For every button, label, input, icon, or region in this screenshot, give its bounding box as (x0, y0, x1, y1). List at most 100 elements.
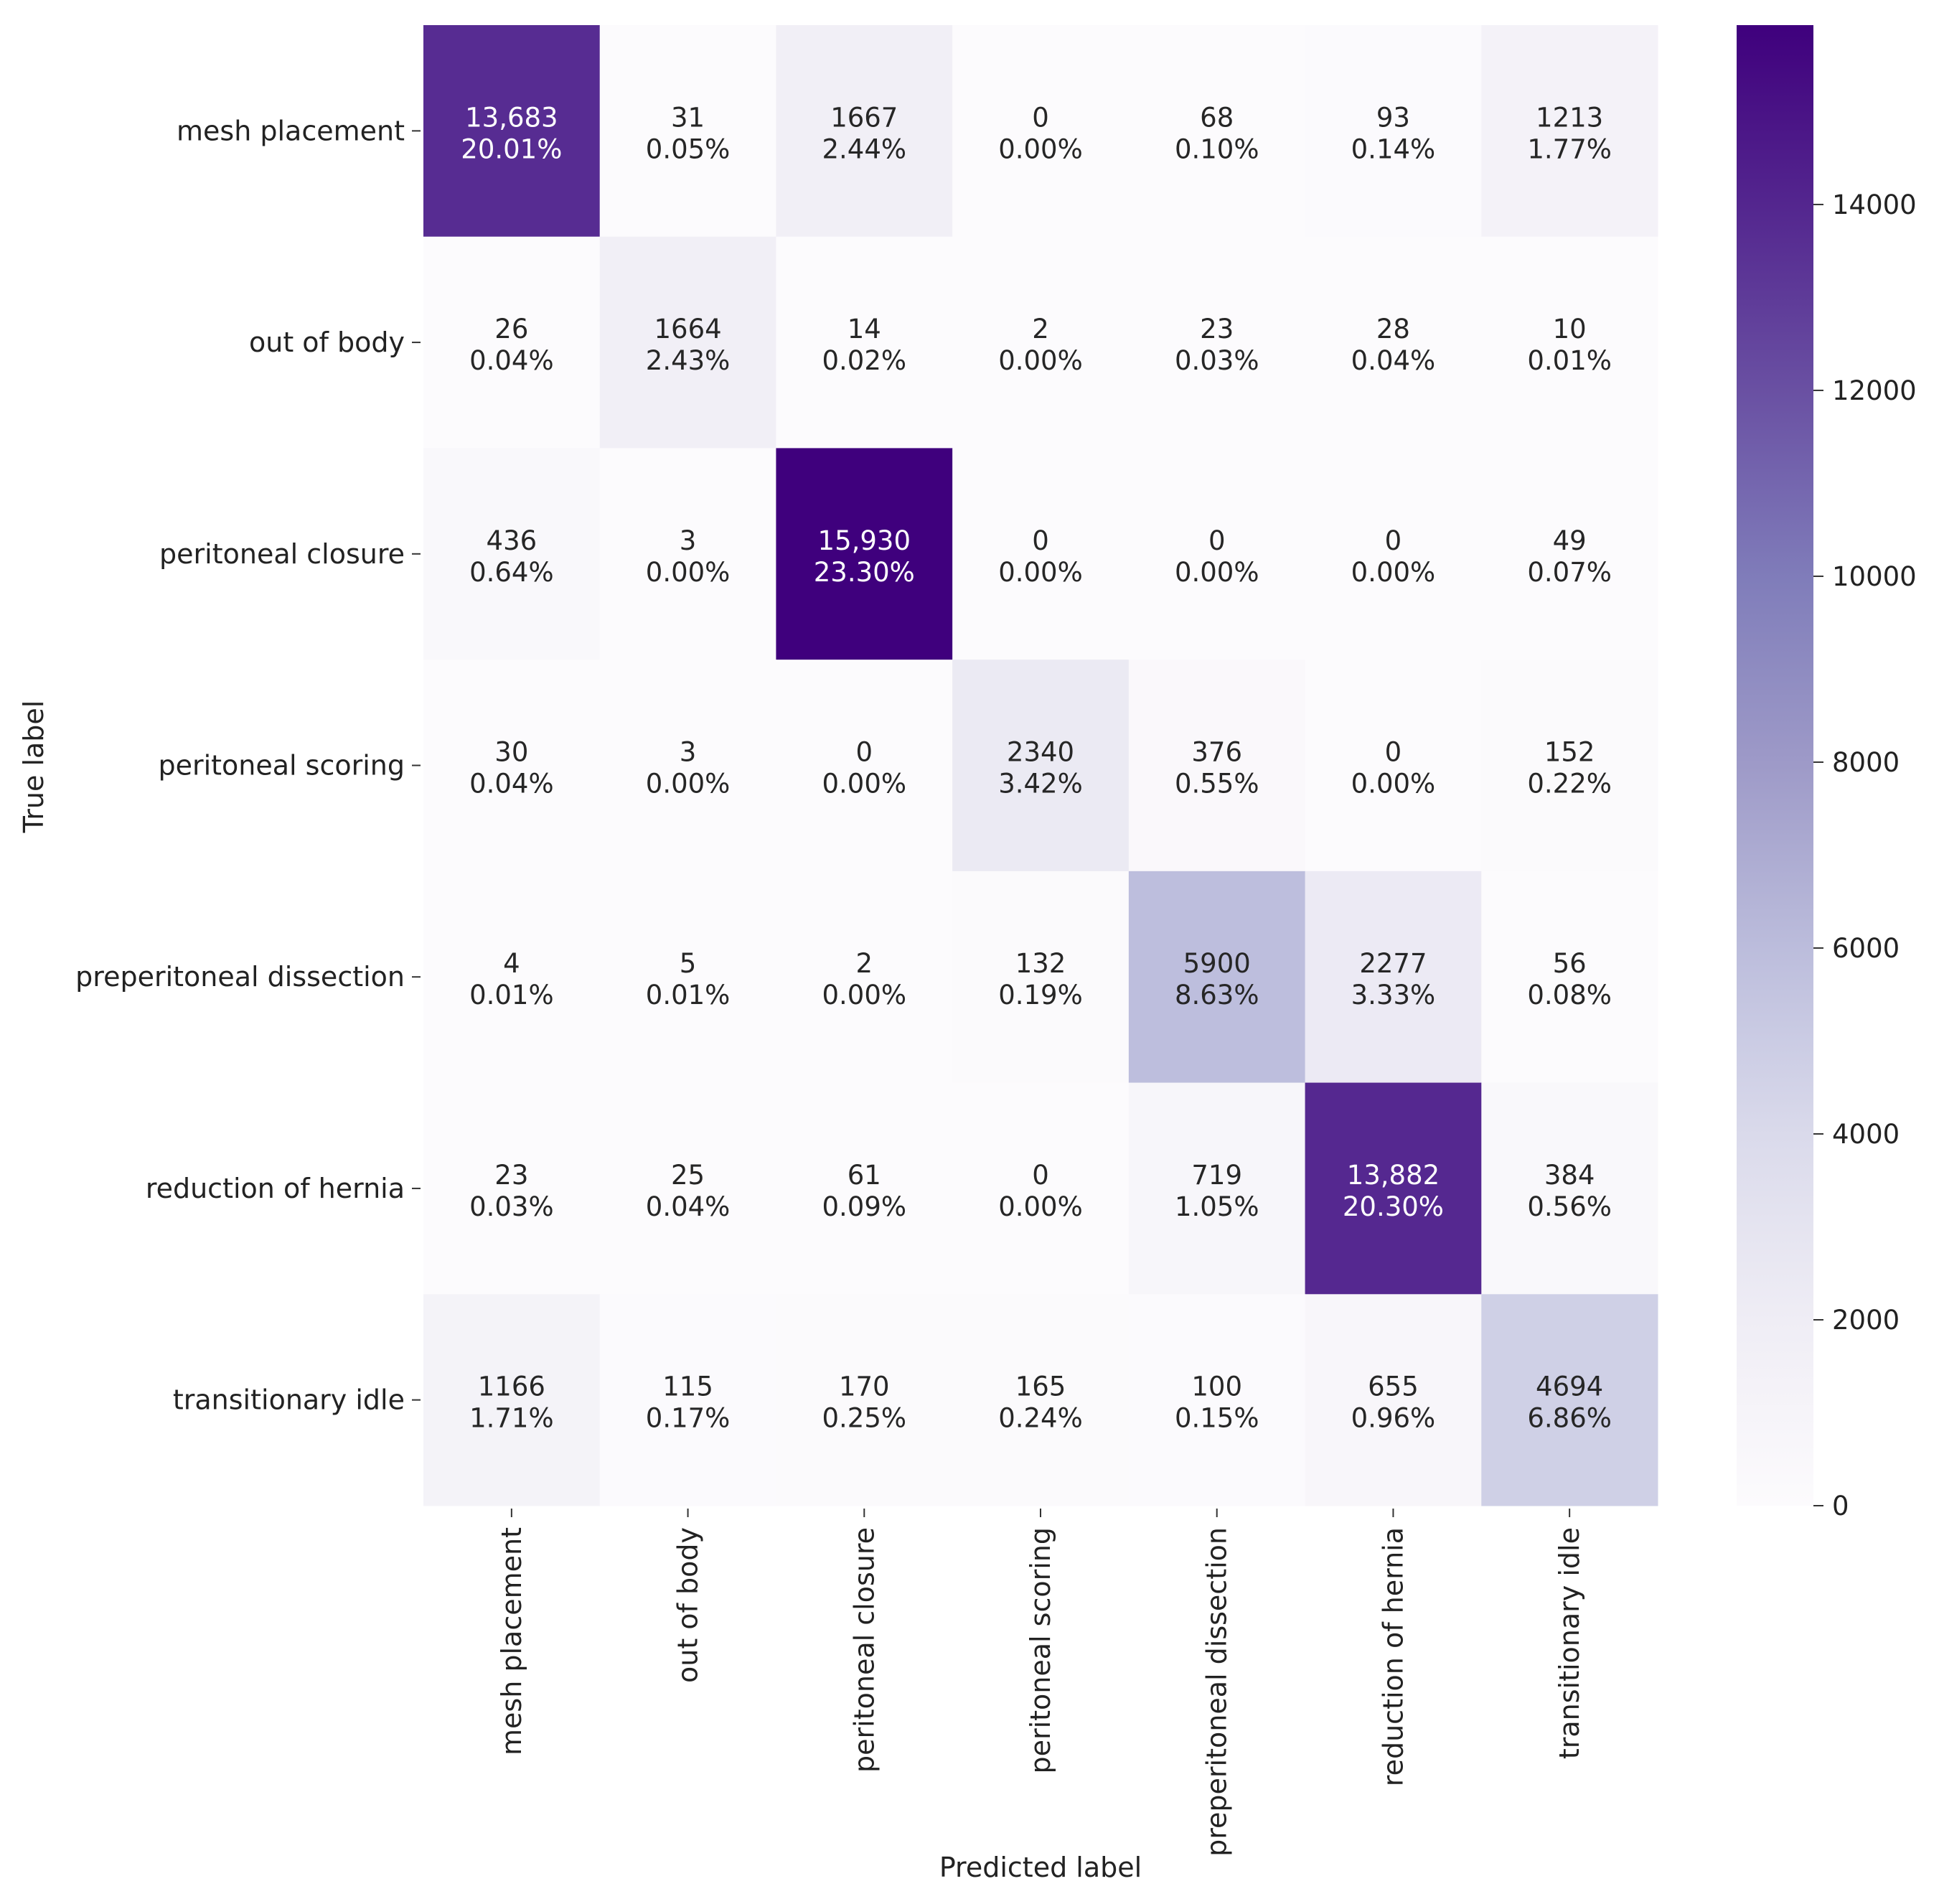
heatmap-cell (1128, 25, 1306, 238)
cell-count-label: 3 (680, 737, 697, 768)
x-tick-label: transitionary idle (1554, 1527, 1585, 1759)
cell-count-label: 165 (1015, 1371, 1066, 1402)
cell-percent-label: 0.08% (1527, 980, 1612, 1010)
cell-count-label: 4 (503, 948, 520, 979)
cell-percent-label: 0.15% (1175, 1403, 1259, 1434)
heatmap-cell (776, 1082, 953, 1295)
cell-count-label: 3 (680, 525, 697, 556)
y-tick-label: mesh placement (177, 115, 405, 146)
colorbar: 0 2000 4000 6000 8000 10000 12000 14000 (1737, 25, 1917, 1521)
heatmap-cell (1305, 236, 1482, 449)
heatmap-cell (1305, 660, 1482, 872)
x-tick-label: mesh placement (496, 1527, 527, 1755)
cell-percent-label: 1.71% (469, 1403, 554, 1434)
cell-percent-label: 0.00% (1175, 557, 1259, 588)
cell-count-label: 13,882 (1347, 1160, 1440, 1191)
heatmap-cell (1305, 1294, 1482, 1506)
cell-percent-label: 0.01% (469, 980, 554, 1010)
x-axis-title: Predicted label (939, 1852, 1142, 1883)
heatmap-cell (776, 448, 953, 660)
cell-count-label: 23 (1200, 314, 1234, 344)
cell-count-label: 25 (671, 1160, 705, 1191)
cell-count-label: 0 (1385, 737, 1402, 768)
x-tick-label: peritoneal closure (848, 1527, 880, 1773)
cell-count-label: 115 (662, 1371, 713, 1402)
cell-percent-label: 23.30% (814, 557, 915, 588)
heatmap-cell (1305, 1082, 1482, 1295)
cell-count-label: 26 (494, 314, 528, 344)
cell-count-label: 23 (494, 1160, 528, 1191)
cell-count-label: 93 (1376, 102, 1410, 133)
cell-count-label: 100 (1191, 1371, 1242, 1402)
colorbar-tick-label: 10000 (1832, 561, 1917, 592)
heatmap-cell (952, 25, 1130, 238)
heatmap-cell (423, 25, 601, 238)
heatmap-cell (1481, 1082, 1658, 1295)
cell-percent-label: 0.09% (822, 1191, 907, 1222)
cell-percent-label: 0.24% (998, 1403, 1083, 1434)
cell-count-label: 49 (1553, 525, 1587, 556)
cell-count-label: 68 (1200, 102, 1234, 133)
cell-percent-label: 0.55% (1175, 769, 1259, 799)
y-axis-title: True label (18, 700, 50, 834)
heatmap-cell (1481, 25, 1658, 238)
cell-percent-label: 0.04% (469, 345, 554, 376)
heatmap-cell (599, 236, 776, 449)
cell-count-label: 2 (1032, 314, 1049, 344)
cell-count-label: 5900 (1183, 948, 1251, 979)
heatmap-cell (423, 1294, 601, 1506)
heatmap-cell (776, 236, 953, 449)
cell-count-label: 132 (1015, 948, 1066, 979)
cell-percent-label: 0.10% (1175, 133, 1259, 164)
heatmap-cell (423, 448, 601, 660)
cell-count-label: 0 (1032, 102, 1049, 133)
heatmap-cell (1481, 448, 1658, 660)
cell-percent-label: 3.42% (998, 769, 1083, 799)
cell-percent-label: 0.25% (822, 1403, 907, 1434)
heatmap-cell (1481, 660, 1658, 872)
x-tick-label: reduction of hernia (1377, 1527, 1409, 1786)
x-tick-label: peritoneal scoring (1025, 1527, 1056, 1774)
cell-percent-label: 6.86% (1527, 1403, 1612, 1434)
cell-count-label: 13,683 (465, 102, 558, 133)
cell-percent-label: 8.63% (1175, 980, 1259, 1010)
cell-percent-label: 0.00% (1351, 769, 1436, 799)
cell-percent-label: 0.00% (822, 980, 907, 1010)
heatmap-cell (776, 1294, 953, 1506)
cell-count-label: 15,930 (818, 525, 911, 556)
cell-count-label: 10 (1553, 314, 1587, 344)
heatmap-cell (776, 25, 953, 238)
cell-count-label: 14 (848, 314, 881, 344)
heatmap-cell (423, 1082, 601, 1295)
heatmap-cell (599, 448, 776, 660)
heatmap-cell (1305, 25, 1482, 238)
cell-count-label: 2340 (1007, 737, 1074, 768)
cell-percent-label: 2.44% (822, 133, 907, 164)
heatmap-cell (1305, 448, 1482, 660)
y-tick-label: peritoneal scoring (158, 750, 405, 782)
cell-count-label: 31 (671, 102, 705, 133)
heatmap-cell (952, 236, 1130, 449)
cell-count-label: 0 (1032, 525, 1049, 556)
cell-percent-label: 0.17% (646, 1403, 731, 1434)
heatmap-cell (423, 236, 601, 449)
colorbar-tick-label: 14000 (1832, 189, 1917, 220)
cell-percent-label: 0.04% (646, 1191, 731, 1222)
cell-percent-label: 0.03% (1175, 345, 1259, 376)
cell-percent-label: 0.04% (469, 769, 554, 799)
x-tick-label: preperitoneal dissection (1201, 1527, 1233, 1857)
heatmap-cell (423, 871, 601, 1084)
y-tick-label: out of body (249, 327, 405, 358)
cell-percent-label: 0.96% (1351, 1403, 1436, 1434)
cell-percent-label: 0.19% (998, 980, 1083, 1010)
colorbar-gradient (1737, 25, 1813, 1506)
heatmap-cell (952, 448, 1130, 660)
colorbar-tick-label: 12000 (1832, 375, 1917, 406)
cell-percent-label: 0.22% (1527, 769, 1612, 799)
cell-count-label: 0 (1032, 1160, 1049, 1191)
cell-count-label: 2 (856, 948, 873, 979)
cell-percent-label: 0.00% (646, 769, 731, 799)
cell-count-label: 655 (1368, 1371, 1419, 1402)
heatmap-cell (1128, 871, 1306, 1084)
heatmap-cell (1305, 871, 1482, 1084)
